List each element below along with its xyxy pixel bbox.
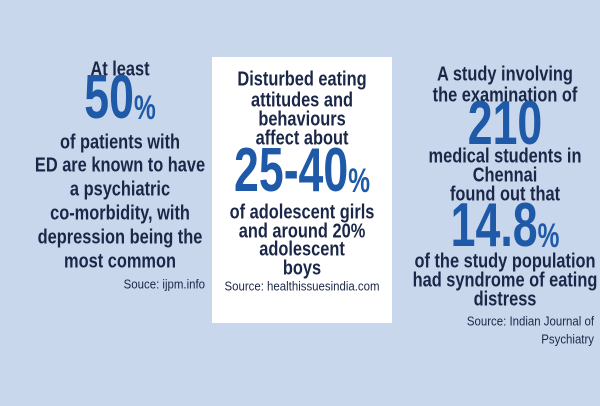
big-figure: 25-40%	[234, 136, 370, 205]
figure-unit: %	[134, 89, 156, 127]
source: Source: healthissuesindia.com	[224, 279, 379, 294]
text-line: ED are known to have	[35, 153, 205, 176]
text-line: Disturbed eating	[237, 67, 366, 90]
text-line: depression being the	[38, 225, 203, 248]
text-line: found out that	[450, 182, 560, 205]
big-figure: 50%	[84, 63, 155, 132]
text-line: adolescent	[259, 237, 345, 260]
big-figure: 210	[468, 89, 542, 158]
text-line: attitudes and	[251, 88, 353, 111]
source: Source: Indian Journal of	[467, 314, 595, 329]
source: Psychiatry	[541, 332, 595, 347]
text-line: medical students in	[429, 144, 582, 167]
text-line: of the study population	[414, 249, 595, 272]
text-line: the examination of	[433, 83, 579, 106]
figure-unit: %	[538, 217, 560, 255]
text-line: behaviours	[258, 107, 345, 130]
text-line: distress	[474, 287, 537, 310]
figure-value: 25-40	[234, 136, 348, 205]
text-line: and around 20%	[239, 219, 366, 242]
source: Souce: ijpm.info	[124, 277, 206, 292]
text-line: At least	[90, 57, 149, 80]
text-line: A study involving	[437, 62, 573, 85]
text-line: of patients with	[60, 130, 180, 153]
figure-value: 14.8	[451, 191, 538, 260]
figure-value: 50	[84, 63, 134, 132]
text-line: had syndrome of eating	[413, 268, 598, 291]
text-line: of adolescent girls	[230, 200, 375, 223]
text-line: a psychiatric	[70, 177, 170, 200]
text-line: boys	[283, 256, 321, 279]
middle-panel	[212, 57, 392, 323]
text-line: co-morbidity, with	[50, 201, 190, 224]
text-line: Chennai	[473, 163, 538, 186]
text-line: most common	[64, 249, 176, 272]
text-line: affect about	[256, 126, 349, 149]
big-figure: 14.8%	[451, 191, 560, 260]
figure-unit: %	[348, 162, 370, 200]
figure-value: 210	[468, 89, 542, 158]
